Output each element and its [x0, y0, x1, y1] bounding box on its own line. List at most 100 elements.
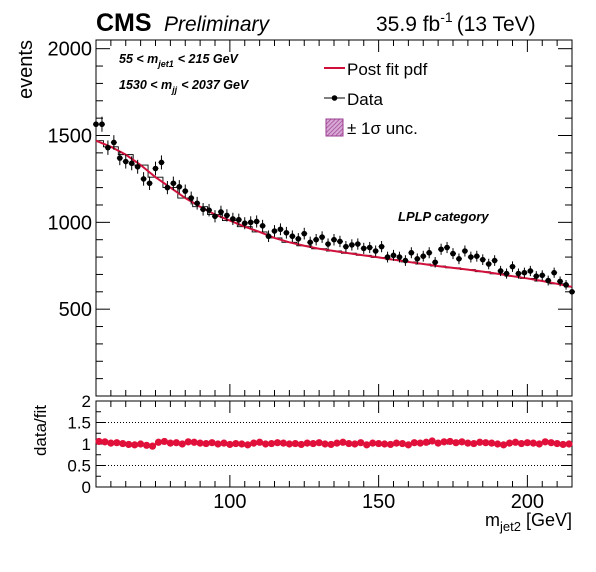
data-point: [325, 241, 331, 247]
x-axis-label-sub: jet2: [499, 519, 521, 534]
legend-unc-swatch: [325, 118, 344, 137]
data-point: [117, 155, 123, 161]
data-point: [479, 256, 486, 263]
ratio-point: [386, 440, 395, 449]
data-point: [408, 249, 415, 256]
x-axis-label-main: m: [485, 510, 500, 530]
ratio-point: [113, 439, 121, 447]
main-x-ticks: [95, 40, 573, 396]
ratio-point: [238, 440, 246, 448]
ratio-point: [351, 440, 359, 448]
ratio-point: [297, 440, 305, 449]
data-point: [402, 257, 409, 264]
ratio-point: [458, 438, 466, 446]
ratio-x-tick-label: 150: [362, 491, 395, 513]
data-point: [283, 229, 290, 236]
ratio-point: [327, 440, 335, 449]
data-point: [372, 248, 379, 254]
ratio-point: [220, 439, 228, 447]
ratio-point: [202, 439, 210, 448]
ratio-point: [517, 439, 526, 448]
ratio-point: [535, 440, 543, 448]
main-y-tick-label: 1500: [48, 126, 93, 148]
ratio-point: [285, 440, 293, 448]
data-point: [319, 234, 325, 240]
ratio-point: [250, 439, 258, 447]
status-label: Preliminary: [164, 13, 271, 36]
data-point: [111, 139, 117, 146]
data-point: [289, 233, 296, 240]
ratio-point: [273, 439, 282, 447]
data-point: [152, 165, 159, 172]
ratio-point: [339, 438, 347, 446]
data-point: [170, 180, 177, 187]
ratio-point: [404, 441, 412, 449]
main-y-tick-label: 2000: [48, 39, 93, 61]
data-point: [360, 245, 367, 252]
ratio-data-layer: [95, 437, 573, 450]
ratio-point: [357, 439, 365, 447]
ratio-y-tick-label: 0.5: [67, 457, 91, 476]
main-y-tick-label: 500: [59, 299, 92, 321]
ratio-point: [244, 441, 252, 449]
cut-label-1: 55 < mjet1 < 215 GeV: [119, 52, 240, 69]
data-point: [99, 121, 105, 128]
data-point: [396, 254, 403, 260]
data-point: [259, 223, 266, 229]
data-point: [521, 269, 528, 276]
ratio-point: [464, 439, 472, 447]
ratio-point: [321, 440, 329, 448]
ratio-point: [499, 441, 508, 449]
data-point: [420, 253, 427, 260]
data-point: [93, 121, 99, 128]
data-point: [450, 250, 456, 257]
ratio-y-tick-label: 1: [82, 435, 91, 454]
ratio-point: [184, 438, 192, 446]
ratio-point: [232, 439, 240, 448]
ratio-point: [315, 439, 323, 447]
data-point: [307, 239, 314, 246]
ratio-point: [369, 439, 377, 447]
ratio-point: [398, 439, 407, 448]
data-point: [230, 216, 236, 222]
ratio-point: [279, 439, 288, 447]
legend-fit-label: Post fit pdf: [347, 60, 428, 79]
data-point: [224, 212, 230, 219]
main-panel-frame: [95, 39, 573, 397]
data-point: [206, 207, 212, 213]
ratio-point: [482, 439, 490, 447]
data-point: [337, 238, 343, 245]
ratio-x-ticks: 100 150 200: [95, 401, 573, 513]
cut-label-2-post: < 2037 GeV: [181, 78, 250, 92]
ratio-x-tick-label: 200: [511, 491, 544, 513]
ratio-point: [267, 439, 276, 448]
x-axis-label-unit: [GeV]: [526, 510, 572, 530]
ratio-point: [494, 440, 502, 448]
ratio-point: [178, 440, 186, 448]
data-point: [176, 183, 183, 190]
data-point: [390, 252, 397, 259]
ratio-point: [470, 439, 478, 448]
data-point: [509, 263, 516, 270]
data-point: [491, 257, 498, 264]
ratio-y-ticks: 0 0.5 1 1.5 2: [67, 392, 572, 497]
legend: Post fit pdf Data ± 1σ unc.: [324, 60, 428, 138]
data-point: [468, 254, 474, 260]
ratio-y-axis-label: data/fit: [31, 405, 50, 456]
lumi-exponent: -1: [440, 9, 453, 25]
data-point: [456, 256, 462, 262]
data-point: [253, 218, 260, 225]
ratio-y-tick-label: 2: [82, 392, 91, 411]
data-point: [438, 246, 444, 253]
experiment-label: CMS: [96, 9, 152, 37]
cut-label-1-pre: 55 < m: [119, 52, 158, 66]
data-point: [474, 253, 480, 260]
x-axis-label: mjet2 [GeV]: [485, 510, 572, 534]
ratio-point: [565, 440, 573, 448]
ratio-point: [523, 439, 531, 447]
data-point: [188, 195, 194, 201]
ratio-point: [172, 439, 180, 447]
ratio-point: [131, 441, 139, 449]
data-point: [295, 236, 302, 242]
